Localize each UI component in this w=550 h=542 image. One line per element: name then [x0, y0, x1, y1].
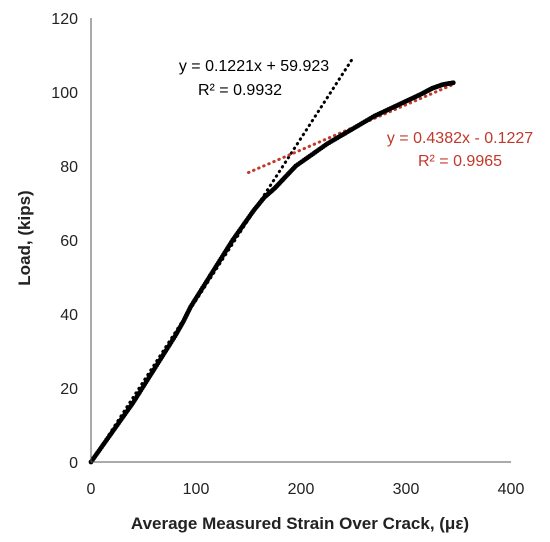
- black-trendline-r2: R² = 0.9932: [198, 82, 282, 99]
- y-tick-label: 0: [69, 455, 78, 472]
- x-tick-labels: 0 100 200 300 400: [87, 481, 525, 498]
- x-tick-label: 300: [393, 481, 420, 498]
- x-tick-label: 400: [498, 481, 525, 498]
- y-tick-label: 20: [60, 381, 78, 398]
- x-tick-label: 0: [87, 481, 96, 498]
- data-point: [450, 80, 456, 86]
- red-trendline-equation: y = 0.4382x - 0.1227: [387, 130, 533, 147]
- series-layer: [88, 80, 456, 465]
- x-tick-label: 100: [183, 481, 210, 498]
- x-tick-label: 200: [288, 481, 315, 498]
- y-tick-label: 80: [60, 159, 78, 176]
- trendline-layer: [89, 55, 455, 464]
- y-axis-title: Load, (kips): [15, 190, 34, 285]
- y-tick-label: 60: [60, 233, 78, 250]
- y-tick-labels: 0 20 40 60 80 100 120: [51, 11, 78, 472]
- y-tick-label: 100: [51, 85, 78, 102]
- y-tick-label: 40: [60, 307, 78, 324]
- y-tick-label: 120: [51, 11, 78, 28]
- black-trendline-equation: y = 0.1221x + 59.923: [179, 58, 329, 75]
- red-trendline-r2: R² = 0.9965: [418, 153, 502, 170]
- x-axis-title: Average Measured Strain Over Crack, (με): [131, 514, 469, 533]
